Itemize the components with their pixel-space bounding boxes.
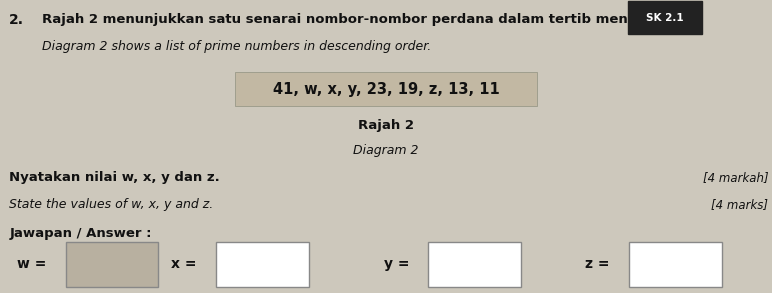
Bar bbox=[235, 72, 537, 106]
Text: Diagram 2 shows a list of prime numbers in descending order.: Diagram 2 shows a list of prime numbers … bbox=[42, 40, 432, 52]
Bar bbox=[66, 242, 158, 287]
Text: y =: y = bbox=[384, 258, 409, 271]
Text: 2.: 2. bbox=[9, 13, 24, 27]
Text: Diagram 2: Diagram 2 bbox=[354, 144, 418, 156]
Bar bbox=[629, 242, 722, 287]
FancyBboxPatch shape bbox=[628, 1, 702, 34]
Text: z =: z = bbox=[585, 258, 610, 271]
Text: [4 marks]: [4 marks] bbox=[711, 198, 768, 211]
Text: State the values of w, x, y and z.: State the values of w, x, y and z. bbox=[9, 198, 214, 211]
Text: SK 2.1: SK 2.1 bbox=[646, 13, 683, 23]
Text: w =: w = bbox=[17, 258, 46, 271]
Text: Rajah 2 menunjukkan satu senarai nombor-nombor perdana dalam tertib menurun.: Rajah 2 menunjukkan satu senarai nombor-… bbox=[42, 13, 669, 26]
Text: Nyatakan nilai w, x, y dan z.: Nyatakan nilai w, x, y dan z. bbox=[9, 171, 220, 184]
Text: 41, w, x, y, 23, 19, z, 13, 11: 41, w, x, y, 23, 19, z, 13, 11 bbox=[273, 82, 499, 97]
Text: Jawapan / Answer :: Jawapan / Answer : bbox=[9, 227, 152, 240]
Text: [4 markah]: [4 markah] bbox=[703, 171, 768, 184]
Bar bbox=[216, 242, 309, 287]
Bar bbox=[428, 242, 521, 287]
Text: Rajah 2: Rajah 2 bbox=[358, 119, 414, 132]
Text: x =: x = bbox=[171, 258, 197, 271]
